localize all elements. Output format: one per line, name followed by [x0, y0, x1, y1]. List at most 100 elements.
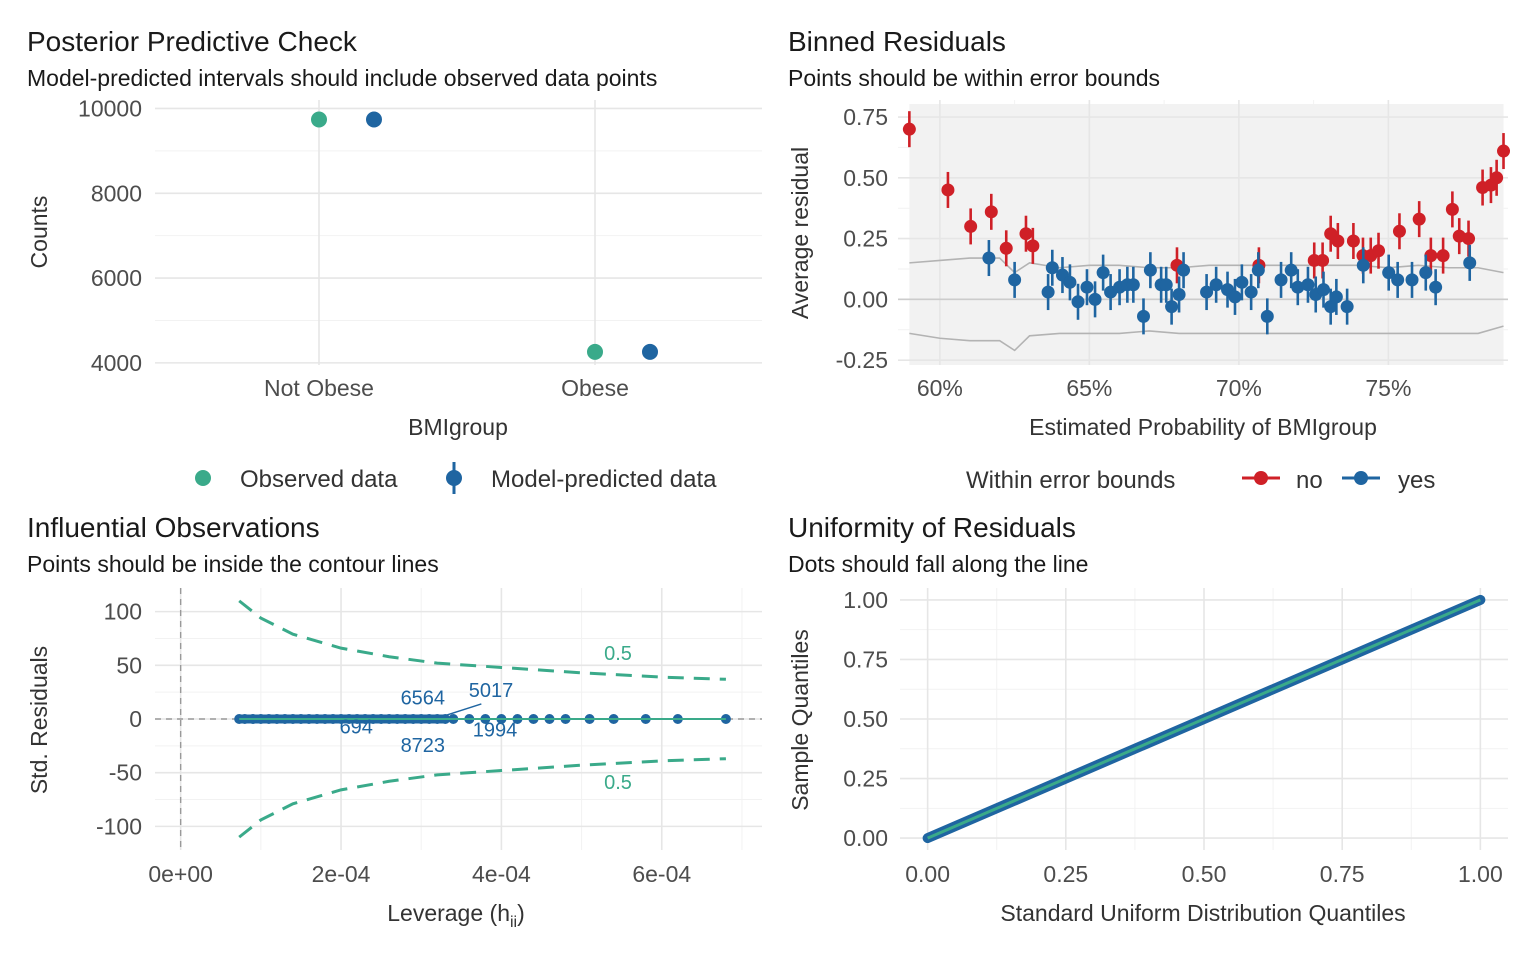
yes-point	[1165, 300, 1179, 314]
x-axis-label-subscript: ii	[510, 914, 517, 931]
no-point	[902, 122, 916, 136]
y-tick-label: 0.50	[843, 706, 888, 732]
x-tick-label: Obese	[561, 375, 629, 401]
yes-point	[1429, 280, 1443, 294]
observed-point	[311, 111, 327, 128]
legend-title: Within error bounds	[966, 467, 1175, 494]
no-point	[964, 219, 978, 233]
y-tick-label: 8000	[91, 180, 142, 206]
reference-line	[927, 598, 1481, 840]
y-tick-label: 0.00	[843, 825, 888, 851]
legend-yes-key	[1354, 471, 1368, 485]
x-axis-label: Leverage (hii)	[387, 900, 525, 931]
y-tick-label: 100	[104, 599, 142, 625]
x-tick-label: 0.00	[905, 861, 950, 887]
yes-point	[1244, 285, 1258, 299]
yes-point	[1391, 273, 1405, 287]
legend-predicted-label: Model-predicted data	[491, 466, 717, 493]
uniformity-subtitle: Dots should fall along the line	[788, 551, 1088, 577]
yes-point	[1200, 285, 1214, 299]
x-tick-label: 60%	[917, 375, 963, 401]
yes-point	[1235, 275, 1249, 289]
y-tick-label: 0.25	[843, 766, 888, 792]
no-point	[1490, 171, 1504, 185]
cook-contour-lower	[238, 757, 726, 839]
no-point	[1026, 239, 1040, 253]
y-tick-label: -100	[96, 813, 142, 839]
yes-point	[1045, 261, 1059, 275]
x-tick-label: 0e+00	[148, 861, 213, 887]
yes-point	[1317, 283, 1331, 297]
yes-point	[1329, 290, 1343, 304]
yes-point	[1324, 300, 1338, 314]
legend-no-key	[1254, 471, 1268, 485]
legend-yes-label: yes	[1398, 467, 1435, 494]
yes-point	[1340, 300, 1354, 314]
no-point	[1372, 244, 1386, 258]
x-tick-label: 70%	[1216, 375, 1262, 401]
yes-point	[1071, 295, 1085, 309]
influential-plot: -100 -50 0 50 100 0e+00 2e-04 4e-04 6e-04 0.5 0.5 6…	[26, 588, 762, 931]
yes-point	[1159, 278, 1173, 292]
y-tick-label: 6000	[91, 265, 142, 291]
x-axis-label: BMIgroup	[408, 414, 508, 440]
yes-point	[1274, 273, 1288, 287]
legend-observed-label: Observed data	[240, 466, 398, 493]
yes-point	[1063, 275, 1077, 289]
y-tick-label: 0.75	[843, 104, 888, 130]
no-point	[1424, 249, 1438, 263]
yes-point	[1008, 273, 1022, 287]
yes-point	[1126, 278, 1140, 292]
yes-point	[1209, 278, 1223, 292]
y-tick-label: -50	[109, 760, 142, 786]
yes-point	[1143, 263, 1157, 277]
y-axis-label: Sample Quantiles	[787, 629, 813, 811]
x-tick-label: 0.75	[1320, 861, 1365, 887]
yes-point	[1228, 290, 1242, 304]
contour-label-lower: 0.5	[604, 772, 632, 794]
no-point	[1462, 232, 1476, 246]
lower-error-bound	[909, 325, 1504, 352]
y-tick-label: 0.25	[843, 226, 888, 252]
no-point	[999, 241, 1013, 255]
influential-title: Influential Observations	[27, 512, 320, 543]
predicted-point	[642, 343, 658, 360]
no-point	[984, 205, 998, 219]
no-point	[1019, 227, 1033, 241]
y-tick-label: 4000	[91, 350, 142, 376]
no-point	[941, 183, 955, 197]
yes-point	[1251, 263, 1265, 277]
uniformity-plot: 0.00 0.25 0.50 0.75 1.00 0.00 0.25 0.50 0.75 1.00…	[787, 587, 1508, 926]
x-tick-label: 4e-04	[472, 861, 531, 887]
yes-point	[1356, 258, 1370, 272]
yes-point	[1382, 266, 1396, 280]
observation-label: 5017	[469, 680, 514, 702]
contour-label-upper: 0.5	[604, 643, 632, 665]
yes-point	[1301, 278, 1315, 292]
no-point	[1436, 249, 1450, 263]
yes-point	[1419, 266, 1433, 280]
no-point	[1346, 234, 1360, 248]
ppc-plot: 4000 6000 8000 10000 Not Obese Obese BMIgroup C…	[26, 95, 762, 440]
binned-subtitle: Points should be within error bounds	[788, 65, 1160, 91]
x-axis-label: Estimated Probability of BMIgroup	[1029, 414, 1377, 440]
legend-observed-key	[195, 470, 211, 486]
yes-point	[1260, 309, 1274, 323]
ppc-legend: Observed data Model-predicted data	[195, 462, 717, 494]
ppc-subtitle: Model-predicted intervals should include…	[27, 65, 657, 91]
x-tick-label: 0.25	[1043, 861, 1088, 887]
observation-label: 1994	[473, 720, 518, 742]
yes-point	[1291, 280, 1305, 294]
y-axis-label: Counts	[26, 196, 52, 269]
y-tick-label: 0.75	[843, 646, 888, 672]
influential-subtitle: Points should be inside the contour line…	[27, 551, 439, 577]
y-tick-label: 10000	[78, 95, 142, 121]
yes-point	[1172, 287, 1186, 301]
x-axis-label: Standard Uniform Distribution Quantiles	[1000, 900, 1405, 926]
y-tick-label: 0.50	[843, 165, 888, 191]
observation-label: 694	[340, 717, 373, 739]
yes-point	[1080, 280, 1094, 294]
no-point	[1392, 224, 1406, 238]
y-tick-label: -0.25	[836, 347, 888, 373]
